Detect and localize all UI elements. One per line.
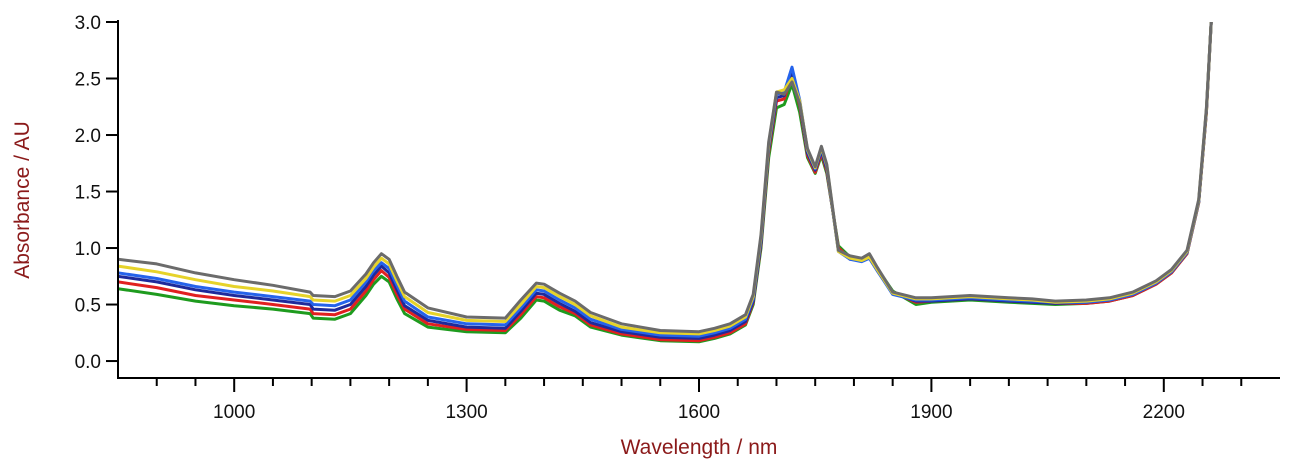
x-axis-title: Wavelength / nm	[621, 436, 778, 459]
x-axis-ticks: 1000 1300 1600 1900 2200	[155, 378, 1243, 423]
y-tick-label: 1.0	[75, 239, 101, 260]
y-tick-label: 1.5	[75, 183, 101, 204]
x-tick-label: 1000	[213, 402, 255, 423]
x-tick-label: 1300	[445, 402, 487, 423]
y-axis-ticks: 0.0 0.5 1.0 1.5 2.0 2.5 3.0	[75, 13, 118, 373]
y-tick-label: 0.5	[75, 296, 101, 317]
x-tick-label: 2200	[1143, 402, 1185, 423]
series-layer	[118, 22, 1213, 344]
spectrum-line-3	[118, 22, 1213, 340]
spectrum-line-6	[118, 22, 1213, 334]
y-tick-label: 0.0	[75, 352, 101, 373]
y-tick-label: 2.0	[75, 126, 101, 147]
x-tick-label: 1600	[678, 402, 720, 423]
x-tick-label: 1900	[910, 402, 952, 423]
y-axis-title: Absorbance / AU	[11, 121, 34, 279]
y-tick-label: 3.0	[75, 13, 101, 34]
spectrum-line-5	[118, 22, 1213, 336]
y-tick-label: 2.5	[75, 70, 101, 91]
